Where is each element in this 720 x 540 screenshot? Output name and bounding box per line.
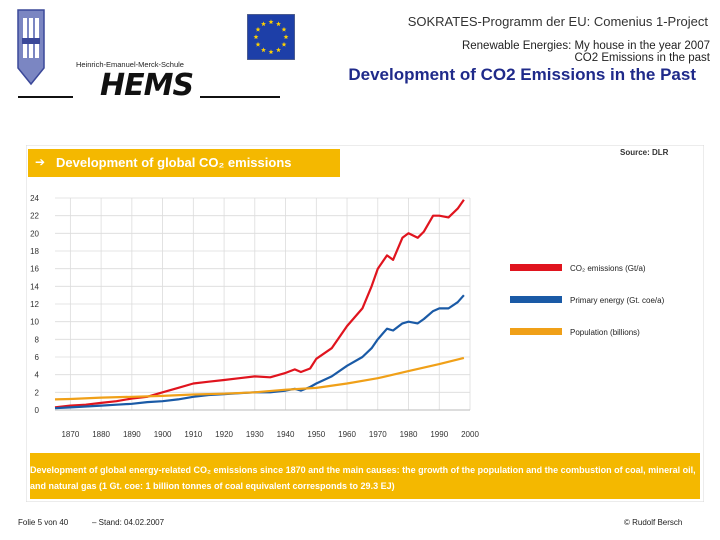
eu-star-icon [268,19,274,25]
chart-panel [25,144,705,503]
caption-band [30,453,700,499]
eu-star-icon [261,21,266,27]
eu-star-icon [276,47,281,53]
school-name: Heinrich-Emanuel-Merck-Schule [76,60,184,69]
school-logo-text: HEMS [100,68,194,103]
school-emblem-icon [14,8,48,86]
eu-star-icon [268,49,274,55]
chart-caption: Development of global energy-related CO₂… [30,465,696,491]
arrow-right-icon: ➔ [35,155,46,169]
logo-underline-right [200,96,280,98]
footer-date: – Stand: 04.02.2007 [92,518,165,527]
eu-star-icon [253,34,259,40]
eu-star-icon [255,26,261,32]
footer-slide-number: Folie 5 von 40 [18,518,69,527]
project-line-1: Renewable Energies: My house in the year… [461,40,710,52]
eu-star-icon [281,41,287,47]
eu-star-icon [276,21,281,27]
chart-title-banner [28,149,340,177]
eu-star-icon [261,47,266,53]
eu-star-icon [283,34,289,40]
eu-flag-icon [247,14,295,60]
eu-star-icon [255,41,261,47]
page-title: Development of CO2 Emissions in the Past [348,65,696,84]
eu-star-icon [281,26,287,32]
footer-author: © Rudolf Bersch [624,518,683,527]
project-subtitle: Renewable Energies: My house in the year… [300,40,710,64]
program-title: SOKRATES-Programm der EU: Comenius 1-Pro… [407,14,708,29]
chart-title: Development of global CO₂ emissions [56,155,292,170]
chart-background [25,144,705,503]
logo-underline-left [18,96,73,98]
chart-source: Source: DLR [620,148,669,157]
project-line-2: CO2 Emissions in the past [574,52,710,64]
